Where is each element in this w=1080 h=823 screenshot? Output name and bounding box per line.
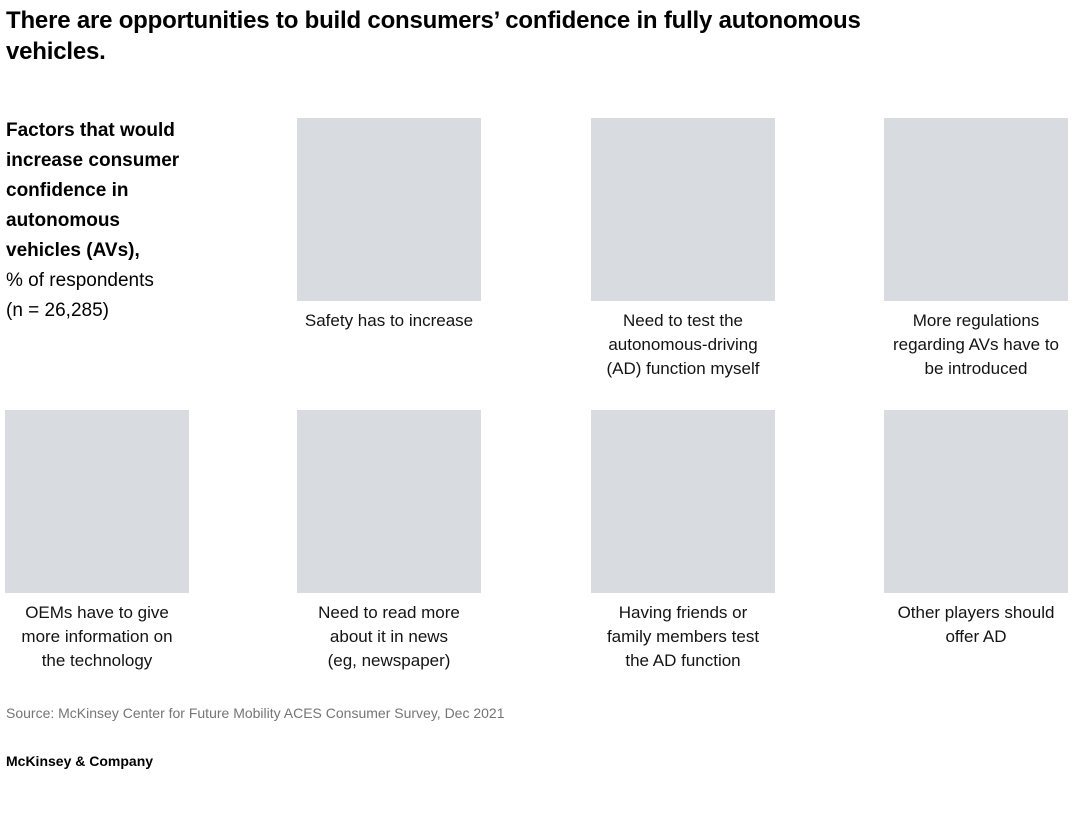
chart-description-sample: (n = 26,285) — [6, 300, 109, 321]
image-placeholder — [884, 118, 1068, 301]
factor-caption: Other players should offer AD — [897, 603, 1055, 646]
factor-caption: OEMs have to give more information on th… — [21, 603, 173, 670]
factor-tile-test-myself: Need to test the autonomous-driving (AD)… — [563, 118, 803, 381]
factor-caption: Having friends or family members test th… — [606, 603, 760, 670]
brand-wordmark: McKinsey & Company — [6, 753, 154, 769]
factor-caption: Need to test the autonomous-driving (AD)… — [606, 311, 760, 378]
factor-tile-oem-information: OEMs have to give more information on th… — [0, 410, 217, 673]
chart-description-heading: Factors that would increase consumer con… — [6, 120, 180, 261]
image-placeholder — [297, 118, 481, 301]
factor-caption: Need to read more about it in news (eg, … — [318, 603, 460, 670]
factor-caption: Safety has to increase — [304, 311, 474, 330]
image-placeholder — [884, 410, 1068, 593]
image-placeholder — [5, 410, 189, 593]
image-placeholder — [297, 410, 481, 593]
chart-description-metric: % of respondents — [6, 270, 154, 291]
factor-tile-regulations: More regulations regarding AVs have to b… — [856, 118, 1080, 381]
factor-tile-other-players: Other players should offer AD — [856, 410, 1080, 649]
image-placeholder — [591, 118, 775, 301]
factor-caption: More regulations regarding AVs have to b… — [892, 311, 1059, 378]
page-title: There are opportunities to build consume… — [6, 7, 861, 65]
source-note: Source: McKinsey Center for Future Mobil… — [6, 705, 505, 721]
factor-tile-safety: Safety has to increase — [269, 118, 509, 333]
image-placeholder — [591, 410, 775, 593]
chart-description: Factors that would increase consumer con… — [6, 116, 246, 326]
factor-tile-friends-family: Having friends or family members test th… — [563, 410, 803, 673]
factor-tile-read-news: Need to read more about it in news (eg, … — [269, 410, 509, 673]
